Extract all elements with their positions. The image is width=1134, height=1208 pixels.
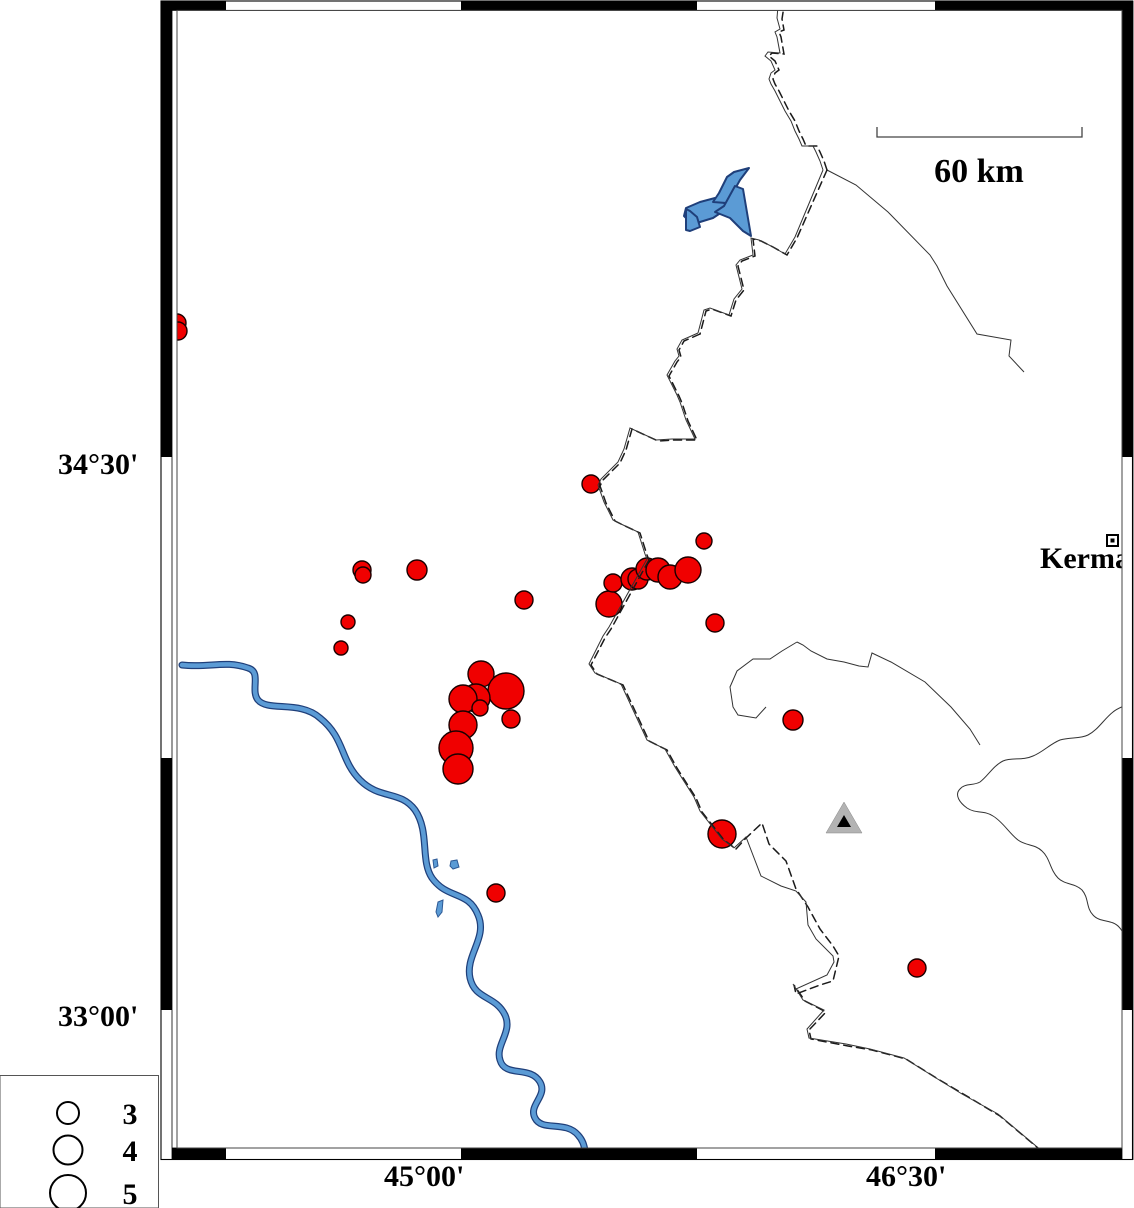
svg-text:4: 4 [123, 1135, 138, 1168]
svg-text:5: 5 [123, 1178, 138, 1208]
svg-text:3: 3 [123, 1098, 138, 1131]
